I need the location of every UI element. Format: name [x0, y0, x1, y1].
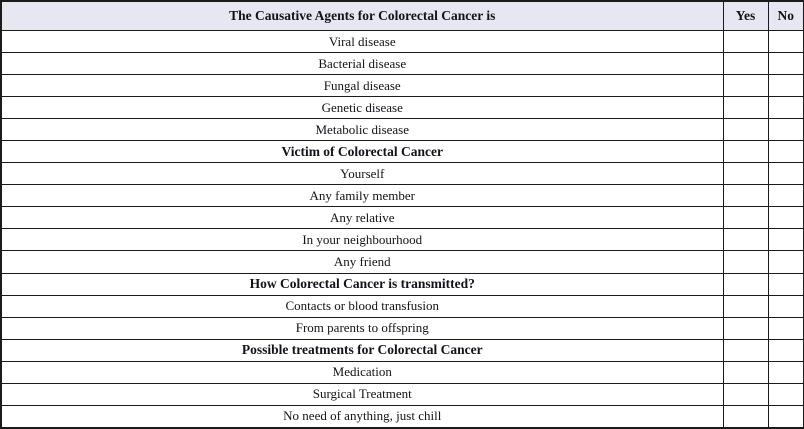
no-cell[interactable]	[767, 360, 804, 384]
yes-cell[interactable]	[722, 162, 769, 186]
table-row: Any relative	[0, 206, 804, 230]
question-label: Fungal disease	[0, 74, 724, 98]
no-cell[interactable]	[767, 250, 804, 274]
section-header-label: Victim of Colorectal Cancer	[0, 140, 724, 164]
no-cell[interactable]	[767, 404, 804, 429]
table-row: Fungal disease	[0, 74, 804, 98]
yes-cell[interactable]	[722, 294, 769, 318]
no-cell[interactable]	[767, 294, 804, 318]
question-label: Yourself	[0, 162, 724, 186]
no-cell[interactable]	[767, 96, 804, 120]
table-row: Contacts or blood transfusion	[0, 294, 804, 318]
yes-cell[interactable]	[722, 96, 769, 120]
yes-cell[interactable]	[722, 250, 769, 274]
yes-cell[interactable]	[722, 52, 769, 76]
yes-cell[interactable]	[722, 206, 769, 230]
table-row: No need of anything, just chill	[0, 404, 804, 429]
table-row: Any friend	[0, 250, 804, 274]
yes-cell[interactable]	[722, 118, 769, 142]
table-row: In your neighbourhood	[0, 228, 804, 252]
no-cell[interactable]	[767, 74, 804, 98]
yes-cell[interactable]	[722, 228, 769, 252]
question-label: Metabolic disease	[0, 118, 724, 142]
question-label: In your neighbourhood	[0, 228, 724, 252]
no-cell[interactable]	[767, 382, 804, 406]
question-label: No need of anything, just chill	[0, 404, 724, 429]
table-row: From parents to offspring	[0, 316, 804, 340]
table-title: The Causative Agents for Colorectal Canc…	[0, 0, 724, 31]
no-cell[interactable]	[767, 118, 804, 142]
no-cell[interactable]	[767, 228, 804, 252]
yes-cell[interactable]	[722, 404, 769, 429]
question-label: Any family member	[0, 184, 724, 208]
yes-cell[interactable]	[722, 184, 769, 208]
table-row: Bacterial disease	[0, 52, 804, 76]
question-label: Surgical Treatment	[0, 382, 724, 406]
question-label: Bacterial disease	[0, 52, 724, 76]
yes-cell[interactable]	[722, 382, 769, 406]
no-cell[interactable]	[767, 206, 804, 230]
no-cell[interactable]	[767, 140, 804, 164]
no-cell[interactable]	[767, 162, 804, 186]
yes-cell[interactable]	[722, 316, 769, 340]
section-header-row: Possible treatments for Colorectal Cance…	[0, 338, 804, 362]
table-row: Yourself	[0, 162, 804, 186]
no-cell[interactable]	[767, 52, 804, 76]
no-cell[interactable]	[767, 184, 804, 208]
table-row: Genetic disease	[0, 96, 804, 120]
question-label: Viral disease	[0, 29, 724, 54]
section-header-label: Possible treatments for Colorectal Cance…	[0, 338, 724, 362]
table-row: Any family member	[0, 184, 804, 208]
yes-cell[interactable]	[722, 140, 769, 164]
yes-cell[interactable]	[722, 29, 769, 54]
no-cell[interactable]	[767, 316, 804, 340]
question-label: Any relative	[0, 206, 724, 230]
yes-column-header: Yes	[722, 0, 769, 31]
question-label: Medication	[0, 360, 724, 384]
section-header-row: How Colorectal Cancer is transmitted?	[0, 272, 804, 296]
no-cell[interactable]	[767, 29, 804, 54]
question-label: From parents to offspring	[0, 316, 724, 340]
table-header-row: The Causative Agents for Colorectal Canc…	[0, 0, 804, 31]
question-label: Any friend	[0, 250, 724, 274]
table-row: Surgical Treatment	[0, 382, 804, 406]
yes-cell[interactable]	[722, 338, 769, 362]
no-cell[interactable]	[767, 272, 804, 296]
yes-cell[interactable]	[722, 74, 769, 98]
section-header-row: Victim of Colorectal Cancer	[0, 140, 804, 164]
table-row: Metabolic disease	[0, 118, 804, 142]
no-cell[interactable]	[767, 338, 804, 362]
yes-cell[interactable]	[722, 272, 769, 296]
yes-cell[interactable]	[722, 360, 769, 384]
section-header-label: How Colorectal Cancer is transmitted?	[0, 272, 724, 296]
table-row: Viral disease	[0, 29, 804, 54]
table-row: Medication	[0, 360, 804, 384]
no-column-header: No	[767, 0, 804, 31]
question-label: Genetic disease	[0, 96, 724, 120]
question-label: Contacts or blood transfusion	[0, 294, 724, 318]
